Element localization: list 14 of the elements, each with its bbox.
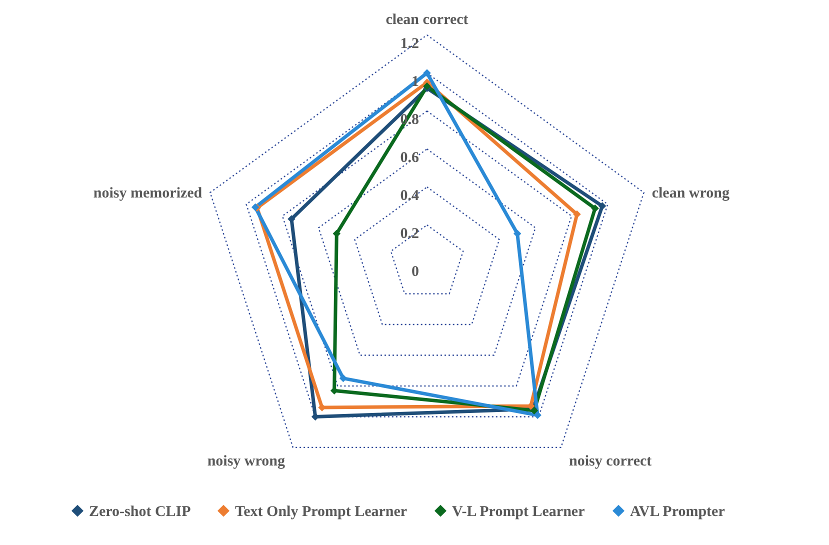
- y-tick-label: 0: [412, 264, 419, 280]
- spoke-label: clean correct: [386, 12, 468, 28]
- y-tick-label: 0.4: [400, 188, 420, 204]
- legend-label: AVL Prompter: [630, 504, 726, 520]
- legend-label: Zero-shot CLIP: [89, 504, 191, 520]
- legend-label: V-L Prompt Learner: [452, 504, 586, 520]
- spoke-label: noisy wrong: [207, 453, 286, 470]
- y-tick-label: 0.2: [400, 226, 419, 242]
- y-tick-label: 1.2: [400, 36, 419, 52]
- spoke-label: noisy correct: [569, 453, 652, 470]
- legend-label: Text Only Prompt Learner: [235, 504, 408, 520]
- spoke-label: clean wrong: [652, 186, 730, 202]
- spoke-label: noisy memorized: [93, 186, 203, 202]
- y-tick-label: 0.6: [400, 150, 420, 166]
